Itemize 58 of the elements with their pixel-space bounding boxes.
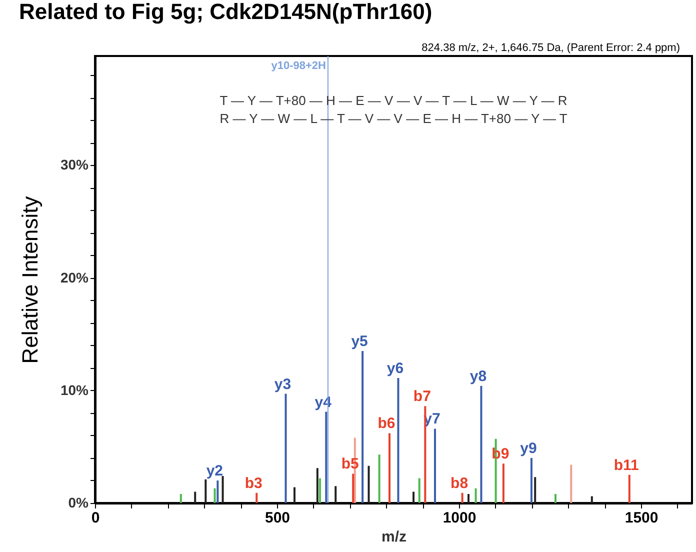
bar <box>318 478 321 503</box>
bar <box>293 487 296 503</box>
x-tick-label: 1000 <box>442 510 476 526</box>
bar <box>204 479 207 503</box>
data-label: b11 <box>614 456 639 474</box>
x-tick-label: 0 <box>91 510 100 526</box>
data-label: b6 <box>378 415 396 432</box>
bar <box>534 477 536 503</box>
y-tick-label: 20% <box>60 269 90 286</box>
bar <box>628 474 630 503</box>
bar <box>590 496 593 503</box>
bar <box>216 480 219 503</box>
data-label: b8 <box>450 474 468 492</box>
y-axis-title: Relative Intensity <box>17 196 42 364</box>
bar <box>222 476 224 503</box>
bar <box>352 474 354 503</box>
bar <box>412 492 415 503</box>
chart-title: Related to Fig 5g; Cdk2D145N(pThr160) <box>18 0 432 24</box>
ref-line-label: y10-98+2H <box>271 60 326 72</box>
x-tick-label: 1500 <box>624 510 658 526</box>
y-tick-label: 30% <box>60 156 90 173</box>
bar <box>502 464 504 503</box>
data-label: y8 <box>470 368 487 385</box>
bar <box>467 494 470 503</box>
data-label: b5 <box>341 456 359 473</box>
bar <box>461 492 464 503</box>
data-label: y6 <box>386 360 404 378</box>
bar <box>256 492 258 503</box>
bar <box>362 350 364 503</box>
bar <box>334 486 337 503</box>
bar <box>570 464 572 503</box>
bar <box>418 478 420 503</box>
x-tick-label: 500 <box>264 510 290 526</box>
bar <box>368 466 370 503</box>
bar <box>284 394 287 503</box>
bar <box>397 378 400 503</box>
bar <box>316 468 318 503</box>
bar <box>180 494 182 503</box>
bar <box>194 492 196 503</box>
data-label: b7 <box>413 388 431 406</box>
data-label: b3 <box>244 474 262 492</box>
bar <box>378 454 380 503</box>
y-tick-label: 0% <box>68 494 90 510</box>
bar <box>474 488 477 503</box>
bar <box>214 488 216 503</box>
chart-subtitle: 824.38 m/z, 2+, 1,646.75 Da, (Parent Error: 2.4 ppm) <box>422 42 680 54</box>
bar <box>554 494 556 503</box>
bar <box>480 386 482 503</box>
data-label: y5 <box>351 332 368 350</box>
bar <box>325 412 328 503</box>
bar <box>434 428 436 503</box>
data-label: y9 <box>520 440 537 457</box>
bar <box>388 433 390 503</box>
bar <box>530 458 532 503</box>
data-label: y2 <box>206 462 224 480</box>
data-label: y3 <box>274 376 292 393</box>
y-tick-label: 10% <box>60 382 90 398</box>
x-axis-title: m/z <box>381 528 407 546</box>
